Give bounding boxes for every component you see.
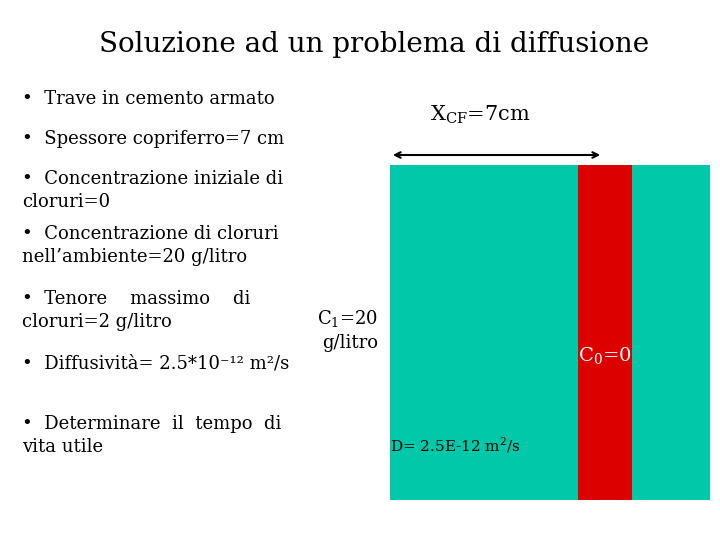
Text: $\mathregular{C_0}$=0: $\mathregular{C_0}$=0 — [578, 345, 632, 366]
Text: •  Diffusività= 2.5*10⁻¹² m²/s: • Diffusività= 2.5*10⁻¹² m²/s — [22, 355, 289, 373]
Bar — [390, 165, 578, 500]
Text: Soluzione ad un problema di diffusione: Soluzione ad un problema di diffusione — [99, 31, 649, 58]
Text: •  Tenore    massimo    di
cloruri=2 g/litro: • Tenore massimo di cloruri=2 g/litro — [22, 290, 251, 331]
Text: $\mathregular{C_1}$=20
g/litro: $\mathregular{C_1}$=20 g/litro — [317, 308, 378, 352]
Text: •  Spessore copriferro=7 cm: • Spessore copriferro=7 cm — [22, 130, 284, 148]
Bar — [632, 165, 710, 500]
Text: •  Concentrazione iniziale di
cloruri=0: • Concentrazione iniziale di cloruri=0 — [22, 170, 283, 211]
Text: D= 2.5E-12 m$^2$/s: D= 2.5E-12 m$^2$/s — [390, 435, 521, 455]
Text: •  Concentrazione di cloruri
nell’ambiente=20 g/litro: • Concentrazione di cloruri nell’ambient… — [22, 225, 279, 266]
Text: $\mathregular{X_{CF}}$=7cm: $\mathregular{X_{CF}}$=7cm — [430, 104, 531, 126]
Bar — [578, 165, 632, 500]
Text: •  Determinare  il  tempo  di
vita utile: • Determinare il tempo di vita utile — [22, 415, 282, 456]
Text: •  Trave in cemento armato: • Trave in cemento armato — [22, 90, 274, 108]
